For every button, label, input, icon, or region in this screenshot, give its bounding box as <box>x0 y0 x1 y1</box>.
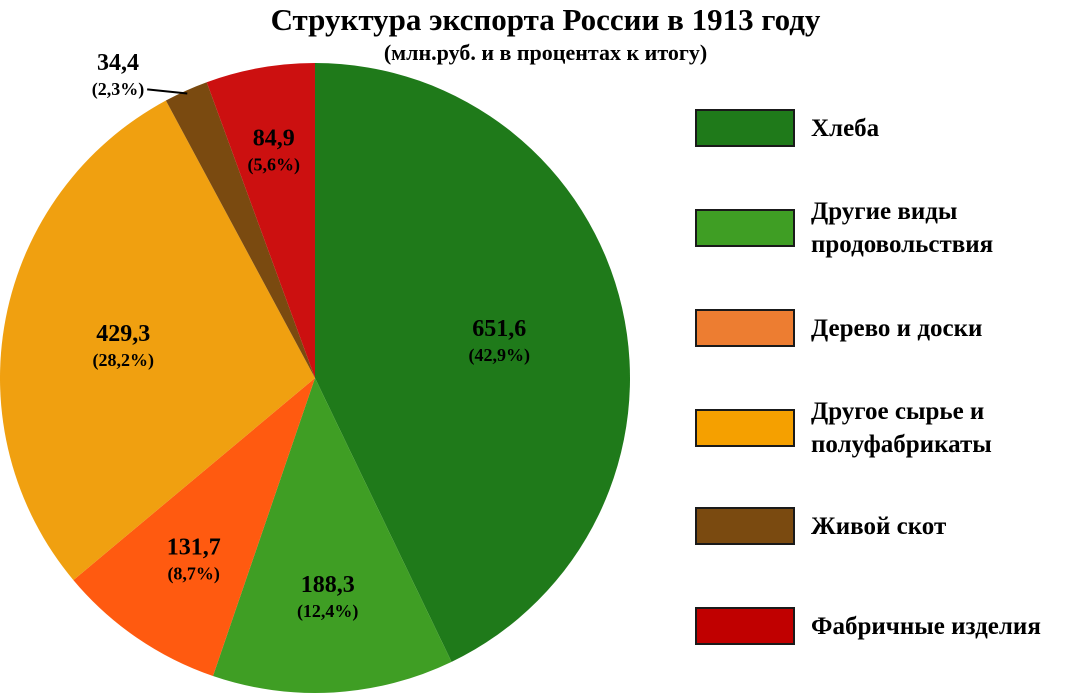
slice-percent-label: (2,3%) <box>92 79 145 100</box>
legend-label: Другое сырье и полуфабрикаты <box>811 398 992 458</box>
slice-livestock <box>165 82 315 379</box>
slice-percent-label: (28,2%) <box>92 350 154 371</box>
legend-swatch <box>695 209 795 247</box>
slice-value-label: 34,4 <box>97 50 139 76</box>
legend-item-other-food: Другие виды продовольствия <box>695 188 1091 268</box>
chart-subtitle: (млн.руб. и в процентах к итогу) <box>383 40 708 65</box>
slice-percent-label: (12,4%) <box>297 601 359 622</box>
slice-manufactured <box>206 63 315 378</box>
legend-swatch <box>695 309 795 347</box>
legend-swatch <box>695 607 795 645</box>
legend-item-livestock: Живой скот <box>695 486 1091 566</box>
legend-item-timber: Дерево и доски <box>695 288 1091 368</box>
slice-value-label: 131,7 <box>167 535 221 561</box>
slice-bread <box>315 63 630 662</box>
leader-line <box>147 88 188 95</box>
legend-swatch <box>695 409 795 447</box>
legend-swatch <box>695 507 795 545</box>
slice-percent-label: (8,7%) <box>167 564 220 585</box>
legend-label: Живой скот <box>811 512 947 540</box>
legend-label: Фабричные изделия <box>811 612 1041 640</box>
legend-item-raw-materials: Другое сырье и полуфабрикаты <box>695 388 1091 468</box>
legend-item-bread: Хлеба <box>695 88 1091 168</box>
slice-value-label: 84,9 <box>253 125 295 151</box>
slice-timber <box>73 378 315 677</box>
legend-swatch <box>695 109 795 147</box>
slice-other-food <box>212 378 452 693</box>
chart-title: Структура экспорта России в 1913 году <box>270 2 821 37</box>
slice-percent-label: (42,9%) <box>469 345 531 366</box>
legend-label: Хлеба <box>811 114 880 142</box>
slice-value-label: 429,3 <box>96 321 150 347</box>
legend-label: Другие виды продовольствия <box>811 198 994 258</box>
legend-item-manufactured: Фабричные изделия <box>695 586 1091 666</box>
slice-value-label: 188,3 <box>301 572 355 598</box>
slice-raw-materials <box>0 100 315 581</box>
slice-value-label: 651,6 <box>472 316 526 342</box>
legend-label: Дерево и доски <box>811 314 983 342</box>
slice-percent-label: (5,6%) <box>248 154 301 175</box>
